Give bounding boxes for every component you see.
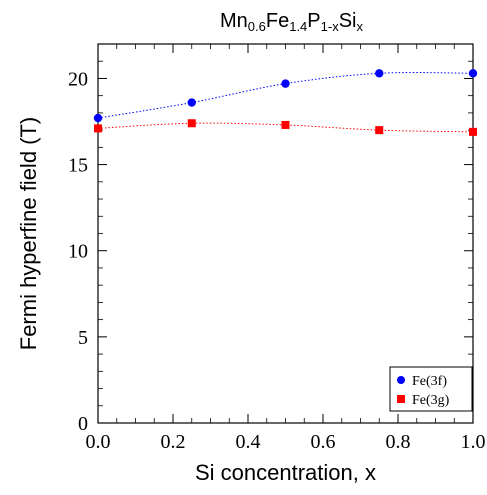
- y-tick-label: 15: [68, 155, 88, 177]
- x-tick-label: 1.0: [461, 431, 486, 453]
- x-tick-labels: 0.0 0.2 0.4 0.6 0.8 1.0: [86, 431, 486, 453]
- data-point: [187, 98, 196, 107]
- title-segment: Fe: [266, 10, 289, 32]
- y-tick-label: 20: [68, 68, 88, 90]
- title-segment: P: [307, 10, 320, 32]
- data-point: [281, 120, 290, 129]
- legend: Fe(3f) Fe(3g): [389, 366, 473, 412]
- legend-label: Fe(3g): [412, 393, 450, 408]
- title-subscript: 1.4: [289, 19, 307, 34]
- title-segment: Mn: [220, 10, 248, 32]
- title-subscript: 1-x: [321, 19, 340, 34]
- data-point: [375, 126, 384, 135]
- title-subscript: x: [357, 19, 364, 34]
- minor-ticks: [98, 43, 473, 423]
- y-tick-label: 5: [78, 327, 88, 349]
- data-point: [375, 69, 384, 78]
- series-line: [97, 122, 474, 133]
- chart-title: Mn0.6Fe1.4P1-xSix: [220, 10, 364, 34]
- legend-item: Fe(3g): [397, 393, 450, 408]
- legend-marker: [397, 376, 405, 384]
- chart-title-text: Mn0.6Fe1.4P1-xSix: [220, 10, 364, 34]
- y-tick-labels: 0 5 10 15 20: [68, 68, 88, 435]
- y-tick-label: 0: [78, 413, 88, 435]
- title-subscript: 0.6: [248, 19, 266, 34]
- data-point: [93, 113, 103, 123]
- x-tick-label: 0.4: [236, 431, 261, 453]
- x-tick-label: 0.6: [311, 431, 336, 453]
- legend-label: Fe(3f): [412, 374, 447, 389]
- series-line: [97, 72, 474, 119]
- legend-marker: [397, 395, 405, 403]
- data-point: [281, 79, 290, 88]
- title-segment: Si: [339, 10, 357, 32]
- x-tick-label: 0.0: [86, 431, 111, 453]
- data-point: [468, 69, 478, 78]
- major-ticks: [97, 44, 474, 424]
- legend-item: Fe(3f): [397, 374, 447, 389]
- data-point: [187, 119, 196, 128]
- y-axis-label: Fermi hyperfine field (T): [16, 117, 41, 351]
- plot-frame: [97, 43, 474, 424]
- x-tick-label: 0.8: [386, 431, 411, 453]
- data-point: [469, 127, 477, 136]
- series-fe-3f-: [93, 69, 478, 123]
- series-fe-3g-: [94, 119, 477, 136]
- y-tick-label: 10: [68, 241, 88, 263]
- data-point: [94, 124, 102, 133]
- x-axis-label: Si concentration, x: [195, 460, 376, 485]
- x-tick-label: 0.2: [161, 431, 186, 453]
- legend-box: [389, 366, 473, 412]
- series-layer: [93, 69, 478, 136]
